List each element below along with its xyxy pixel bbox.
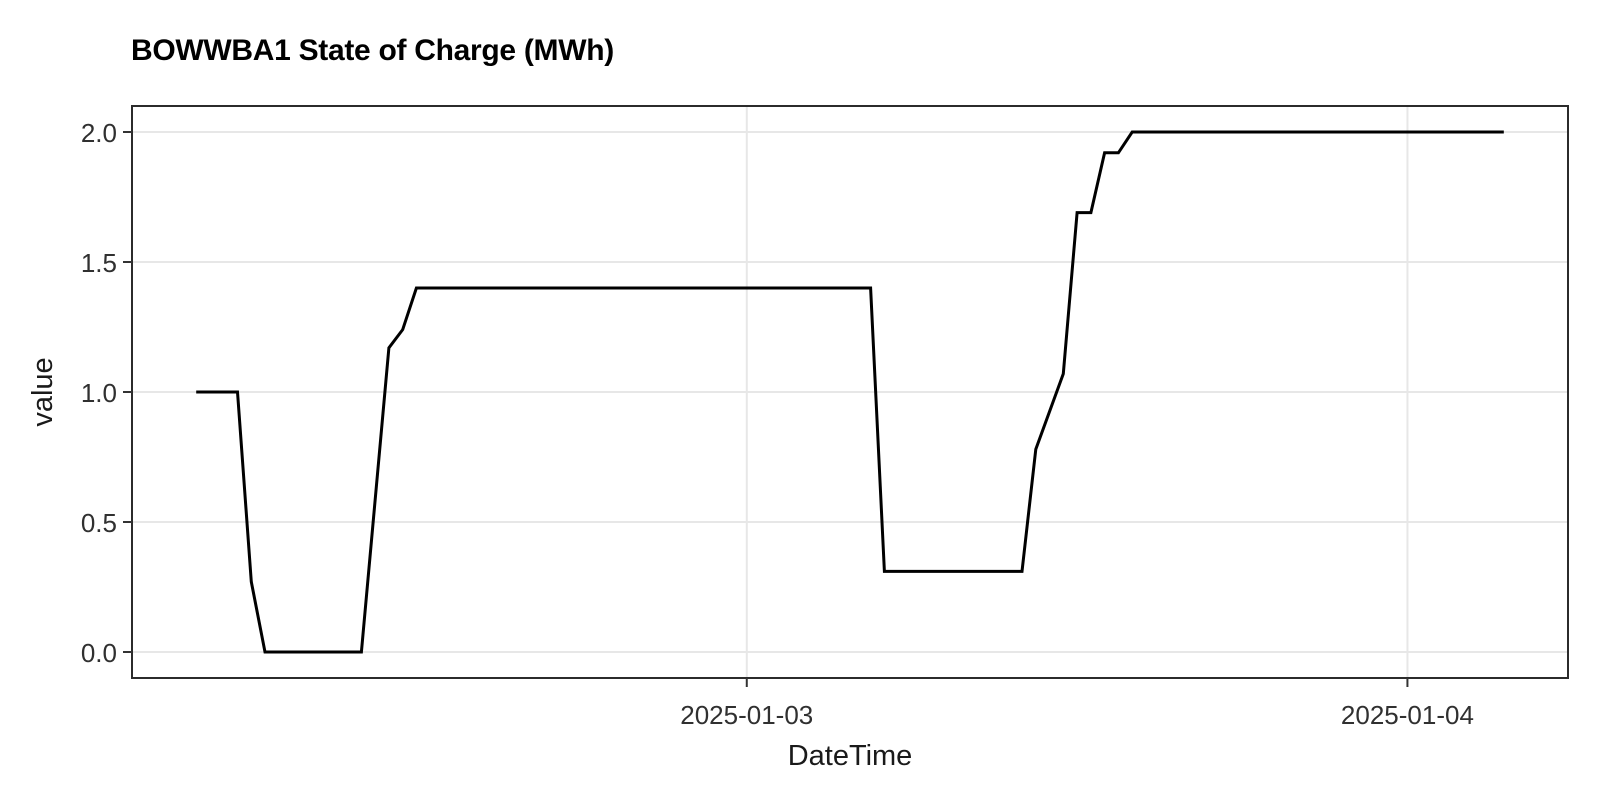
y-tick-label: 0.5 — [81, 508, 117, 538]
y-tick-label: 1.5 — [81, 248, 117, 278]
x-axis-title: DateTime — [787, 740, 913, 772]
y-axis-title: value — [27, 357, 59, 427]
y-tick-label: 0.0 — [81, 638, 117, 668]
y-tick-label: 2.0 — [81, 118, 117, 148]
y-tick-label: 1.0 — [81, 378, 117, 408]
series-line — [196, 130, 1504, 654]
x-tick-label: 2025-01-04 — [1341, 700, 1474, 730]
chart-title: BOWWBA1 State of Charge (MWh) — [131, 34, 614, 67]
x-tick-label: 2025-01-03 — [680, 700, 813, 730]
